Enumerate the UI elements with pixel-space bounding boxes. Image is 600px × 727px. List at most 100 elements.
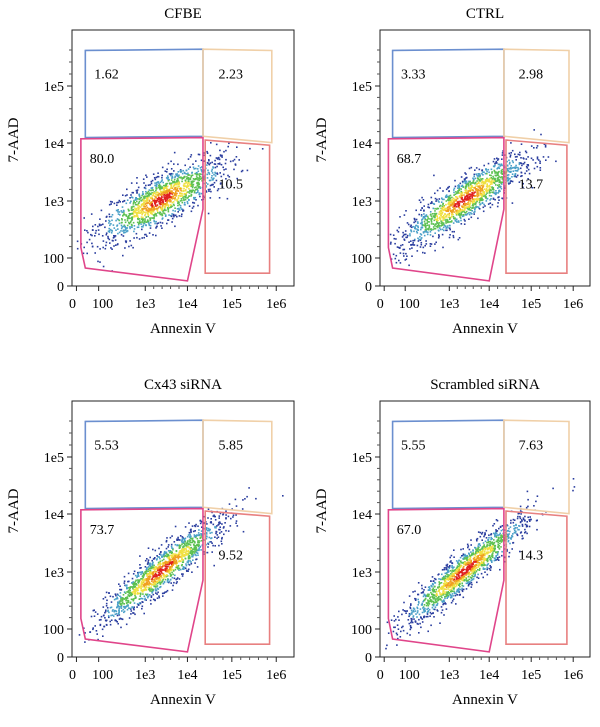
event-dot <box>151 589 154 591</box>
event-dot <box>445 203 447 206</box>
event-dot <box>145 221 148 223</box>
event-dot <box>457 187 459 189</box>
event-dot <box>203 169 205 171</box>
event-dot <box>519 515 521 518</box>
event-dot <box>163 564 165 567</box>
event-dot <box>98 619 101 621</box>
event-dot <box>95 630 98 632</box>
event-dot <box>220 540 223 543</box>
event-dot <box>452 595 454 597</box>
event-dot <box>174 175 177 178</box>
event-dot <box>195 549 198 552</box>
event-dot <box>179 550 181 553</box>
event-dot <box>439 204 442 207</box>
event-dot <box>464 209 466 211</box>
event-dot <box>171 535 173 537</box>
event-dot <box>158 595 160 597</box>
event-dot <box>486 170 488 173</box>
event-dot <box>226 197 229 200</box>
event-dot <box>146 573 149 575</box>
event-dot <box>124 240 127 242</box>
event-dot <box>193 202 196 204</box>
event-dot <box>540 133 542 136</box>
event-dot <box>394 242 396 245</box>
event-dot <box>161 566 164 568</box>
event-dot <box>188 555 191 557</box>
event-dot <box>466 556 469 558</box>
event-dot <box>190 530 192 532</box>
event-dot <box>417 221 419 223</box>
event-dot <box>167 208 169 210</box>
event-dot <box>414 610 417 612</box>
event-dot <box>182 559 184 561</box>
event-dot <box>432 608 435 611</box>
event-dot <box>390 241 392 244</box>
event-dot <box>132 573 135 575</box>
event-dot <box>169 561 172 564</box>
event-dot <box>216 537 218 540</box>
event-dot <box>132 191 134 194</box>
event-dot <box>199 195 201 198</box>
event-dot <box>132 587 134 590</box>
event-dot <box>98 224 101 227</box>
event-dot <box>122 194 124 196</box>
event-dot <box>170 184 173 186</box>
event-dot <box>119 606 121 608</box>
event-dot <box>228 176 231 178</box>
event-dot <box>235 522 237 524</box>
event-dot <box>164 186 166 189</box>
event-dot <box>151 189 153 191</box>
event-dot <box>165 182 168 185</box>
event-dot <box>126 586 128 589</box>
event-dot <box>144 195 147 198</box>
event-dot <box>208 159 210 162</box>
event-dot <box>96 633 98 635</box>
event-dot <box>469 212 472 214</box>
event-dot <box>187 199 190 201</box>
event-dot <box>474 177 477 180</box>
event-dot <box>95 229 97 232</box>
event-dot <box>151 562 154 565</box>
event-dot <box>155 589 158 591</box>
event-dot <box>422 231 425 233</box>
event-dot <box>152 581 155 584</box>
event-dot <box>151 592 153 594</box>
event-dot <box>152 210 155 213</box>
event-dot <box>165 551 168 554</box>
event-dot <box>153 215 156 217</box>
event-dot <box>482 174 484 176</box>
event-dot <box>184 567 187 570</box>
event-dot <box>511 167 513 169</box>
event-dot <box>521 520 523 522</box>
event-dot <box>405 233 407 236</box>
event-dot <box>178 185 180 187</box>
event-dot <box>133 225 136 227</box>
event-dot <box>481 180 483 182</box>
event-dot <box>392 234 395 236</box>
event-dot <box>218 515 221 517</box>
x-tick-label: 1e3 <box>135 668 155 683</box>
event-dot <box>143 195 145 198</box>
event-dot <box>118 231 121 234</box>
event-dot <box>151 564 154 566</box>
event-dot <box>190 561 192 563</box>
event-dot <box>190 531 192 534</box>
event-dot <box>432 228 434 231</box>
event-dot <box>411 613 413 615</box>
event-dot <box>207 543 210 545</box>
event-dot <box>206 529 209 532</box>
event-dot <box>238 159 240 161</box>
event-dot <box>537 159 540 161</box>
event-dot <box>132 221 135 224</box>
event-dot <box>198 186 200 188</box>
event-dot <box>423 209 425 212</box>
event-dot <box>530 157 533 160</box>
event-dot <box>444 209 446 211</box>
event-dot <box>453 201 455 204</box>
event-dot <box>183 189 185 192</box>
event-dot <box>161 563 164 565</box>
event-dot <box>125 227 127 230</box>
event-dot <box>456 201 459 204</box>
event-dot <box>469 190 472 193</box>
event-dot <box>127 210 130 212</box>
